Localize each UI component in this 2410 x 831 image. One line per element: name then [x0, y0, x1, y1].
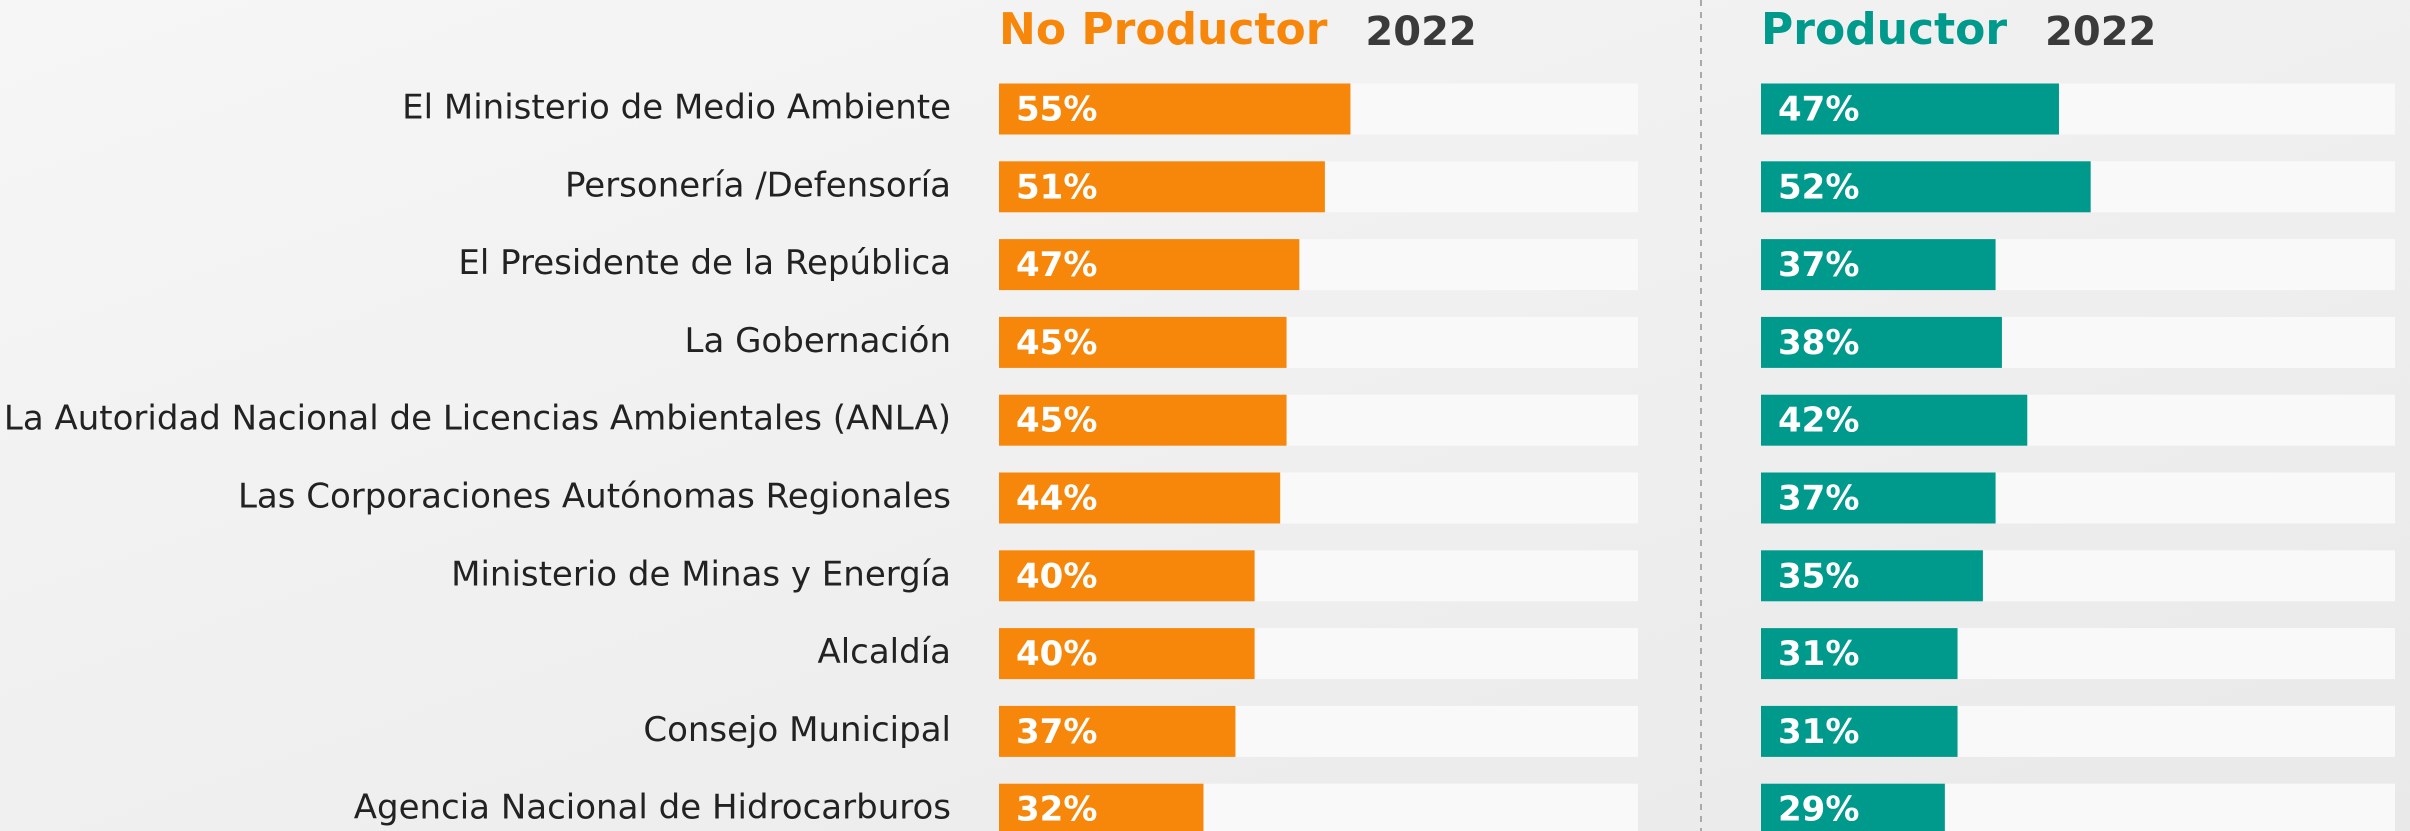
bar: [1761, 83, 2059, 135]
value-label: 45%: [1016, 323, 1097, 363]
category-label: Agencia Nacional de Hidrocarburos: [354, 788, 951, 828]
bar: [1761, 705, 1958, 757]
value-label: 40%: [1016, 556, 1097, 596]
bar: [999, 394, 1287, 446]
bar: [1761, 472, 1996, 524]
bar: [999, 783, 1204, 831]
category-label: Personería /Defensoría: [565, 165, 951, 205]
bar: [1761, 316, 2002, 368]
value-label: 45%: [1016, 401, 1097, 441]
value-label: 31%: [1778, 712, 1859, 752]
value-label: 40%: [1016, 634, 1097, 674]
value-label: 29%: [1778, 790, 1859, 830]
value-label: 55%: [1016, 90, 1097, 130]
category-label: Ministerio de Minas y Energía: [451, 554, 951, 594]
bar: [999, 83, 1351, 135]
bar: [1761, 161, 2091, 213]
category-label: Alcaldía: [817, 632, 951, 672]
value-label: 47%: [1778, 90, 1859, 130]
bar: [1761, 628, 1958, 680]
bar: [999, 239, 1300, 291]
category-label: El Ministerio de Medio Ambiente: [402, 88, 951, 128]
value-label: 32%: [1016, 790, 1097, 830]
value-label: 31%: [1778, 634, 1859, 674]
value-label: 44%: [1016, 479, 1097, 519]
category-label: La Autoridad Nacional de Licencias Ambie…: [4, 399, 951, 439]
value-label: 47%: [1016, 245, 1097, 285]
bar: [1761, 239, 1996, 291]
category-label: Consejo Municipal: [643, 710, 951, 750]
value-label: 52%: [1778, 167, 1859, 207]
value-label: 37%: [1778, 245, 1859, 285]
bar: [999, 550, 1255, 602]
value-label: 42%: [1778, 401, 1859, 441]
category-label: El Presidente de la República: [458, 243, 951, 283]
bar: [1761, 550, 1983, 602]
panel-title: No Productor: [999, 4, 1328, 55]
bar: [999, 316, 1287, 368]
panel-title: Productor: [1761, 4, 2007, 55]
value-label: 37%: [1016, 712, 1097, 752]
value-label: 38%: [1778, 323, 1859, 363]
bar: [999, 472, 1281, 524]
bar: [1761, 394, 2028, 446]
value-label: 35%: [1778, 556, 1859, 596]
bar: [999, 628, 1255, 680]
panel-period: 2022: [2045, 9, 2156, 55]
category-label: La Gobernación: [685, 321, 952, 361]
value-label: 51%: [1016, 167, 1097, 207]
panel-period: 2022: [1365, 9, 1476, 55]
value-label: 37%: [1778, 479, 1859, 519]
bar: [1761, 783, 1945, 831]
bar: [999, 705, 1236, 757]
category-label: Las Corporaciones Autónomas Regionales: [238, 477, 951, 517]
bar: [999, 161, 1325, 213]
